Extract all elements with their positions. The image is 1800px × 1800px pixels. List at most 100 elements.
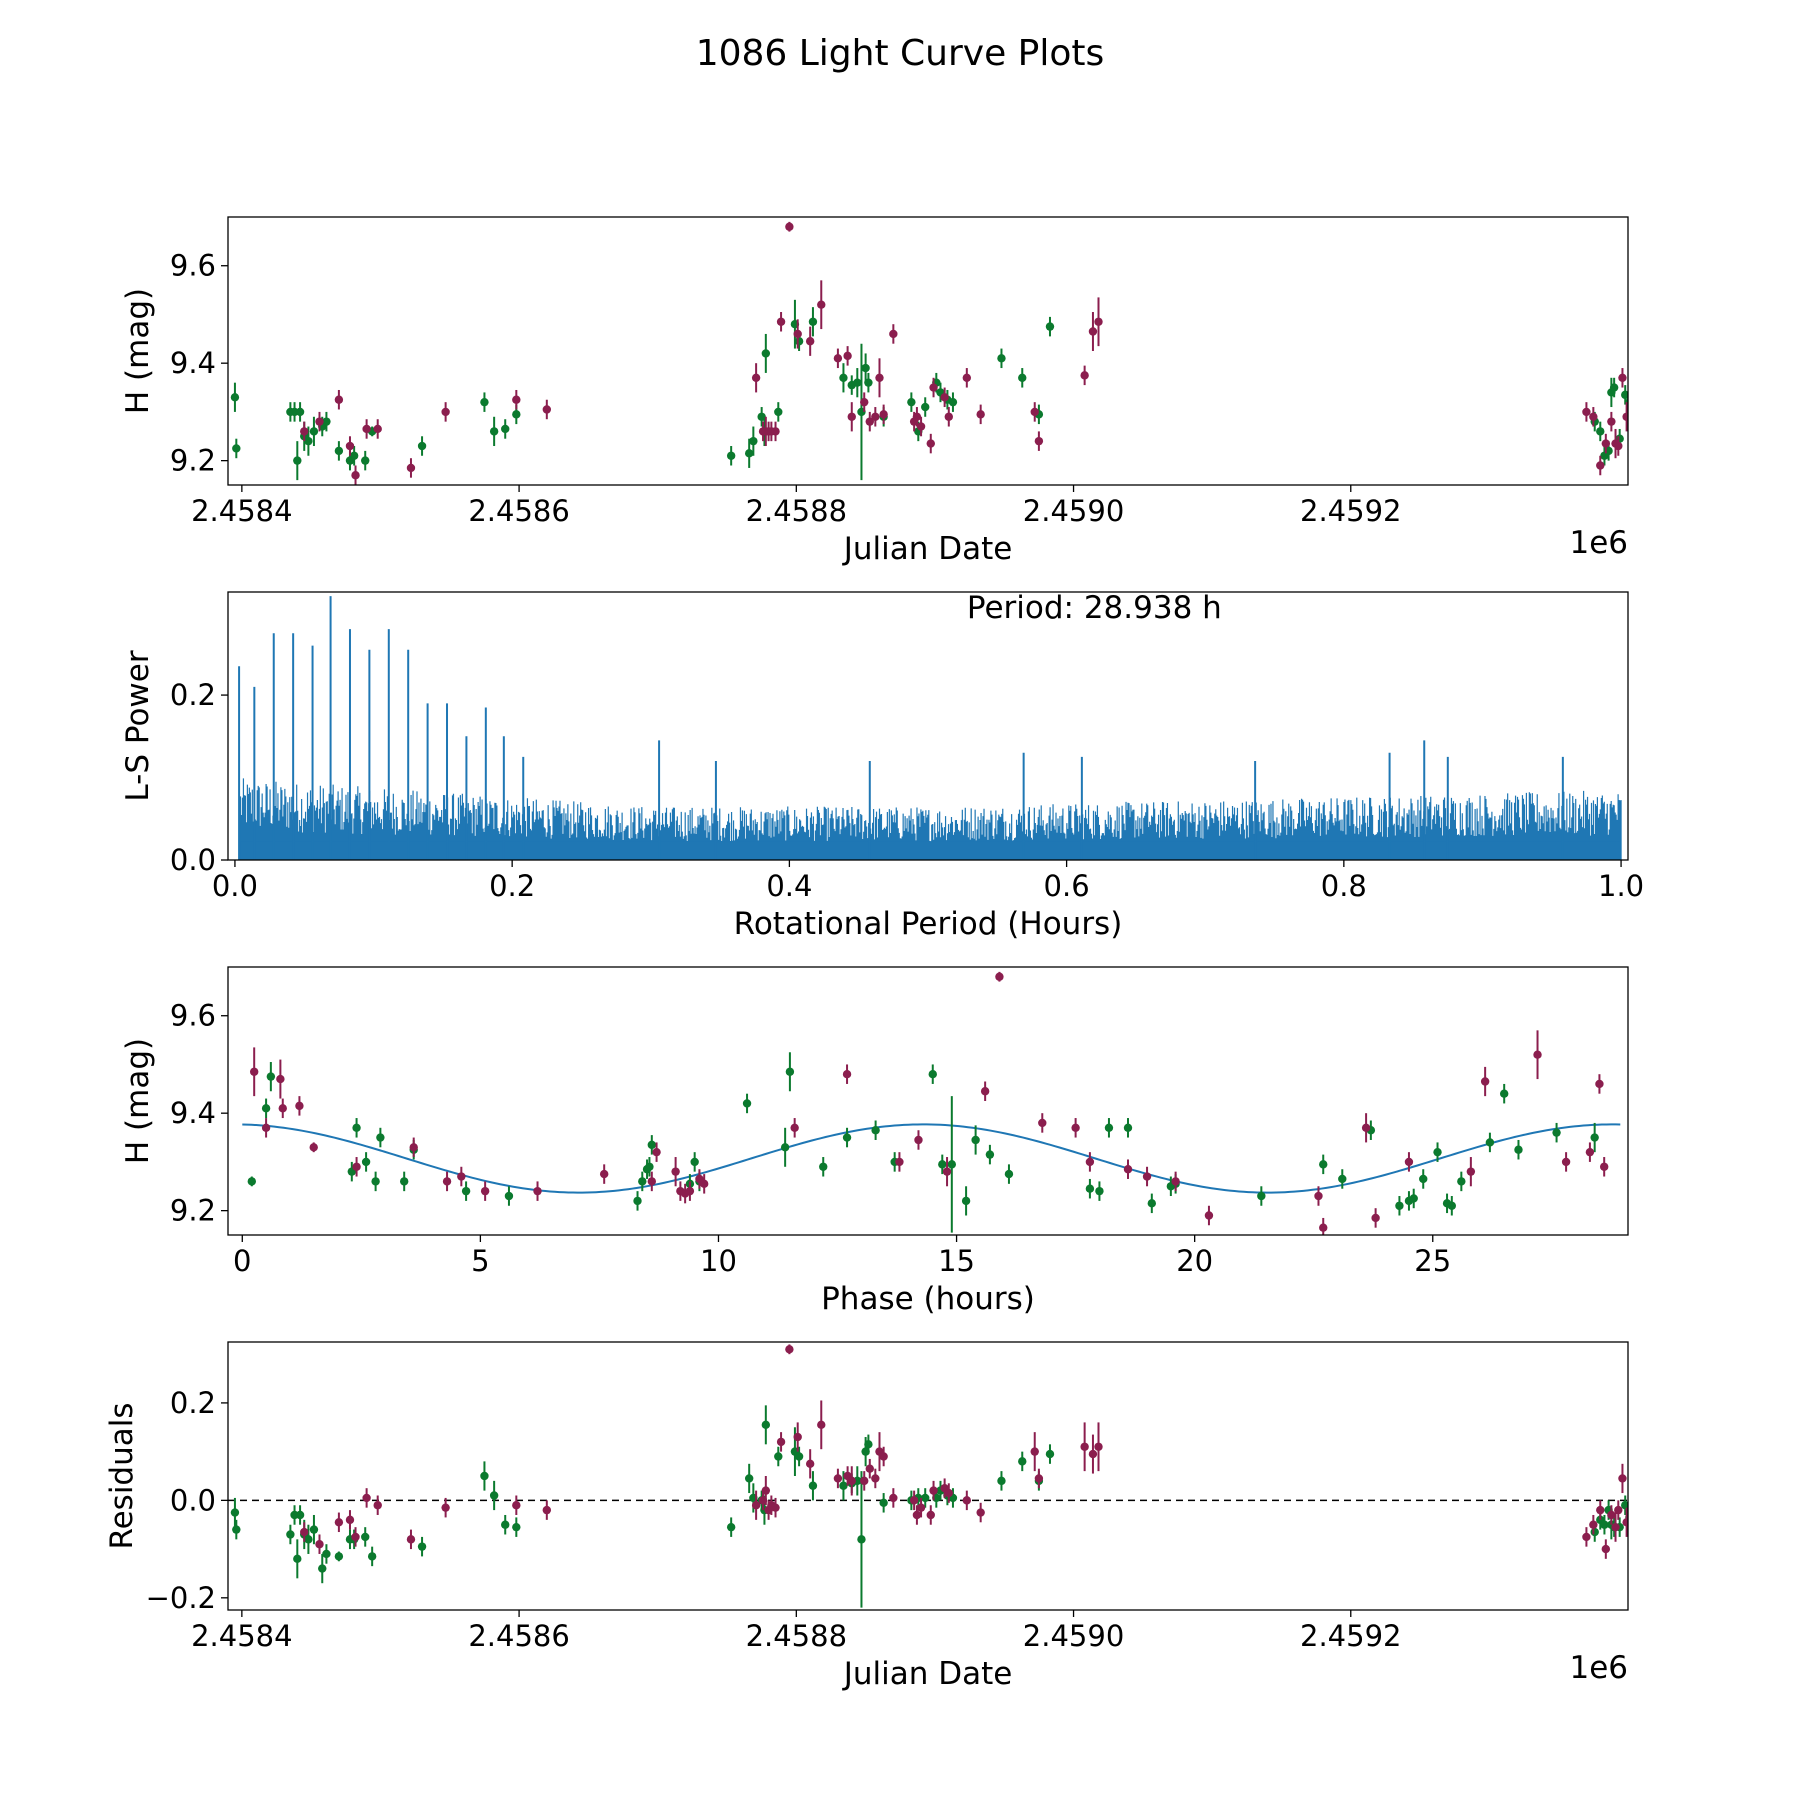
data-point — [276, 1074, 285, 1084]
data-point — [805, 337, 815, 346]
data-point — [457, 1172, 466, 1181]
data-point — [926, 1510, 935, 1520]
figure-title: 1086 Light Curve Plots — [696, 33, 1105, 74]
data-point — [417, 441, 427, 451]
data-point — [1371, 1213, 1380, 1223]
data-point — [1533, 1050, 1542, 1059]
data-point — [512, 395, 521, 404]
data-point — [864, 378, 873, 387]
x-tick-label: 2.4586 — [468, 1619, 569, 1653]
panel-lightcurve: 2.4584 2.4586 2.4588 2.4590 2.4592 9.2 9.4 9.6 J… — [120, 216, 1629, 567]
data-point — [909, 1496, 919, 1505]
data-point — [962, 373, 972, 382]
data-point — [441, 1503, 450, 1512]
y-tick-label: 9.2 — [170, 1194, 216, 1228]
data-point — [793, 329, 802, 339]
data-point — [926, 439, 935, 448]
series-purple — [249, 971, 1609, 1235]
data-point — [1419, 1174, 1428, 1184]
data-point — [976, 410, 985, 419]
data-point — [441, 407, 450, 417]
y-tick-label: 9.6 — [170, 999, 216, 1033]
axes-frame — [227, 591, 1629, 861]
data-point — [871, 1126, 880, 1135]
x-tick-label: 2.4588 — [746, 494, 847, 528]
data-point — [771, 427, 780, 436]
data-point — [1361, 1123, 1371, 1133]
data-point — [334, 1552, 344, 1561]
data-point — [352, 1162, 361, 1171]
periodogram-trace — [238, 596, 1622, 860]
y-tick-label: 9.2 — [170, 444, 216, 478]
data-point — [726, 1522, 736, 1532]
data-point — [962, 1496, 972, 1505]
data-point — [1621, 1501, 1628, 1510]
data-point — [318, 1564, 327, 1573]
plot-area — [228, 1344, 1628, 1608]
data-point — [1480, 1077, 1490, 1086]
data-point — [1030, 407, 1039, 417]
data-point — [1038, 1118, 1047, 1128]
data-point — [929, 383, 938, 392]
data-point — [976, 1508, 985, 1517]
data-point — [744, 449, 754, 458]
x-axis-label: Julian Date — [842, 1656, 1013, 1692]
data-point — [833, 354, 843, 363]
data-point — [865, 1464, 874, 1473]
data-point — [860, 1476, 869, 1486]
data-point — [1622, 1518, 1628, 1527]
x-tick-label: 2.4584 — [191, 494, 292, 528]
power-baseline-band — [240, 841, 1621, 860]
period-annotation: Period: 28.938 h — [967, 590, 1222, 626]
data-point — [512, 1501, 521, 1510]
x-tick-label: 2.4590 — [1023, 494, 1124, 528]
data-point — [819, 1162, 828, 1171]
data-point — [1614, 441, 1623, 451]
data-point — [232, 444, 241, 453]
data-point — [847, 412, 856, 421]
data-point — [247, 1177, 257, 1186]
data-point — [944, 412, 953, 421]
panel-residuals: 2.4584 2.4586 2.4588 2.4590 2.4592 −0.2 0.0 0.2… — [104, 1341, 1629, 1692]
series-purple — [300, 221, 1628, 485]
data-point — [1457, 1177, 1466, 1186]
data-point — [847, 1476, 856, 1486]
data-point — [322, 1549, 331, 1559]
data-point — [921, 402, 930, 412]
x-axis-label: Julian Date — [842, 531, 1013, 567]
data-point — [232, 1525, 241, 1534]
data-point — [912, 1510, 922, 1520]
data-point — [417, 1542, 427, 1551]
model-fit-curve — [242, 1123, 1621, 1194]
data-point — [542, 1505, 552, 1515]
data-point — [1142, 1172, 1152, 1181]
data-point — [928, 1070, 937, 1079]
data-point — [1404, 1157, 1414, 1167]
data-point — [293, 1554, 302, 1564]
data-point — [1433, 1147, 1442, 1157]
data-point — [599, 1169, 609, 1179]
x-offset-text: 1e6 — [1569, 1650, 1628, 1686]
data-point — [879, 1452, 888, 1461]
data-point — [980, 1087, 990, 1096]
data-point — [1088, 327, 1098, 336]
data-point — [947, 1160, 957, 1169]
data-point — [1618, 1474, 1627, 1483]
data-point — [961, 1196, 971, 1206]
data-point — [361, 1157, 371, 1167]
data-point — [985, 1150, 995, 1159]
x-tick-label: 5 — [471, 1244, 489, 1278]
x-tick-label: 25 — [1414, 1244, 1451, 1278]
data-point — [371, 1177, 380, 1186]
plot-area — [230, 221, 1628, 485]
data-point — [685, 1186, 695, 1196]
data-point — [1590, 1527, 1599, 1537]
data-point — [409, 1143, 418, 1152]
data-point — [808, 1481, 818, 1490]
data-point — [633, 1196, 642, 1206]
data-point — [1596, 1505, 1605, 1515]
y-tick-label: 0.0 — [170, 1483, 216, 1517]
data-point — [948, 397, 958, 407]
data-point — [805, 1459, 815, 1469]
data-point — [647, 1177, 657, 1186]
